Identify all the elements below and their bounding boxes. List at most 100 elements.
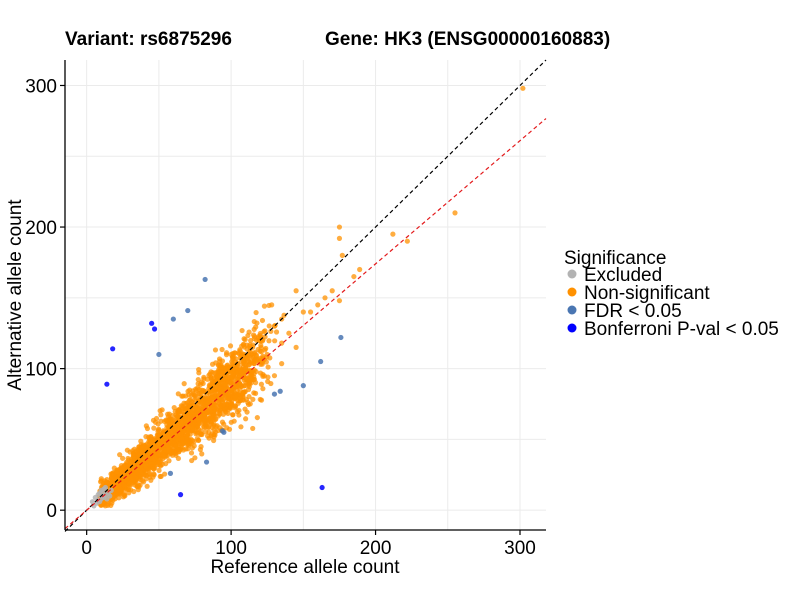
point-non-significant — [192, 404, 198, 410]
point-non-significant — [251, 318, 257, 325]
point-non-significant — [251, 326, 257, 332]
point-non-significant — [111, 465, 117, 471]
point-non-significant — [162, 447, 168, 453]
point-non-significant — [117, 452, 123, 458]
x-tick-label: 200 — [360, 538, 392, 559]
point-non-significant — [196, 370, 202, 376]
point-fdr-0-05 — [271, 391, 278, 397]
y-axis-ticks: 0 100 200 300 — [25, 76, 65, 522]
point-non-significant — [225, 395, 231, 402]
point-non-significant — [152, 456, 158, 462]
point-non-significant — [158, 459, 164, 465]
point-non-significant — [126, 480, 132, 487]
point-non-significant — [257, 332, 263, 338]
point-non-significant — [156, 467, 162, 474]
point-non-significant — [192, 393, 198, 399]
point-non-significant — [144, 425, 151, 432]
legend-key — [567, 305, 577, 315]
point-non-significant — [124, 447, 130, 453]
point-non-significant — [201, 417, 207, 423]
point-non-significant — [167, 419, 174, 425]
point-non-significant — [136, 444, 142, 450]
reference-line-identity — [64, 59, 547, 532]
point-non-significant — [121, 478, 127, 484]
point-non-significant — [281, 312, 287, 318]
point-non-significant — [205, 389, 212, 395]
point-non-significant — [206, 435, 212, 441]
point-non-significant — [211, 437, 217, 444]
point-non-significant — [178, 403, 184, 409]
point-non-significant — [211, 387, 218, 393]
point-non-significant — [226, 426, 233, 432]
point-non-significant — [253, 309, 259, 316]
point-fdr-0-05 — [338, 334, 344, 341]
y-axis-title: Alternative allele count — [5, 199, 26, 391]
point-non-significant — [246, 329, 252, 335]
x-tick-label: 0 — [81, 538, 92, 559]
point-non-significant — [246, 351, 252, 357]
point-non-significant — [174, 445, 180, 452]
point-non-significant — [271, 373, 278, 379]
point-non-significant — [213, 360, 219, 366]
point-non-significant — [246, 384, 252, 390]
point-non-significant — [199, 451, 205, 457]
point-non-significant — [138, 474, 144, 480]
point-non-significant — [130, 460, 136, 466]
point-non-significant — [227, 343, 234, 349]
point-non-significant — [266, 323, 272, 329]
point-non-significant — [228, 405, 234, 411]
x-tick-label: 300 — [504, 538, 536, 559]
point-non-significant — [249, 376, 255, 382]
point-non-significant — [238, 424, 244, 430]
point-non-significant — [336, 224, 343, 230]
point-non-significant — [241, 344, 248, 350]
chart-title-variant: Variant: rs6875296 — [65, 29, 232, 50]
point-non-significant — [181, 381, 187, 387]
point-non-significant — [268, 328, 274, 334]
point-non-significant — [148, 455, 154, 461]
point-non-significant — [520, 85, 526, 91]
point-non-significant — [250, 425, 256, 432]
point-non-significant — [136, 465, 143, 471]
point-non-significant — [336, 298, 343, 304]
point-non-significant — [162, 418, 168, 424]
point-fdr-0-05 — [277, 388, 283, 394]
point-non-significant — [204, 376, 211, 382]
point-non-significant — [165, 411, 171, 417]
point-non-significant — [131, 488, 137, 495]
point-non-significant — [195, 437, 202, 443]
point-non-significant — [197, 394, 204, 400]
point-fdr-0-05 — [167, 470, 174, 476]
point-non-significant — [188, 436, 194, 442]
point-non-significant — [217, 411, 223, 417]
point-non-significant — [143, 476, 149, 482]
point-non-significant — [131, 451, 137, 457]
point-non-significant — [336, 235, 343, 241]
point-non-significant — [151, 425, 157, 431]
point-non-significant — [138, 469, 144, 475]
point-non-significant — [158, 412, 164, 418]
point-non-significant — [239, 327, 245, 334]
legend-key — [567, 323, 577, 333]
point-fdr-0-05 — [185, 307, 191, 314]
point-non-significant — [206, 383, 212, 389]
x-axis-title: Reference allele count — [210, 557, 400, 578]
point-non-significant — [234, 409, 241, 415]
point-non-significant — [242, 366, 249, 372]
point-non-significant — [126, 473, 132, 479]
point-fdr-0-05 — [221, 429, 227, 435]
point-non-significant — [156, 426, 162, 432]
point-non-significant — [188, 409, 194, 415]
point-non-significant — [135, 487, 141, 493]
point-fdr-0-05 — [170, 316, 176, 322]
point-non-significant — [251, 333, 258, 340]
point-non-significant — [237, 367, 243, 374]
point-non-significant — [172, 423, 178, 430]
point-non-significant — [339, 252, 345, 258]
point-non-significant — [144, 441, 150, 447]
point-non-significant — [268, 380, 274, 387]
point-non-significant — [229, 382, 235, 388]
point-non-significant — [307, 309, 314, 315]
point-non-significant — [250, 342, 256, 348]
